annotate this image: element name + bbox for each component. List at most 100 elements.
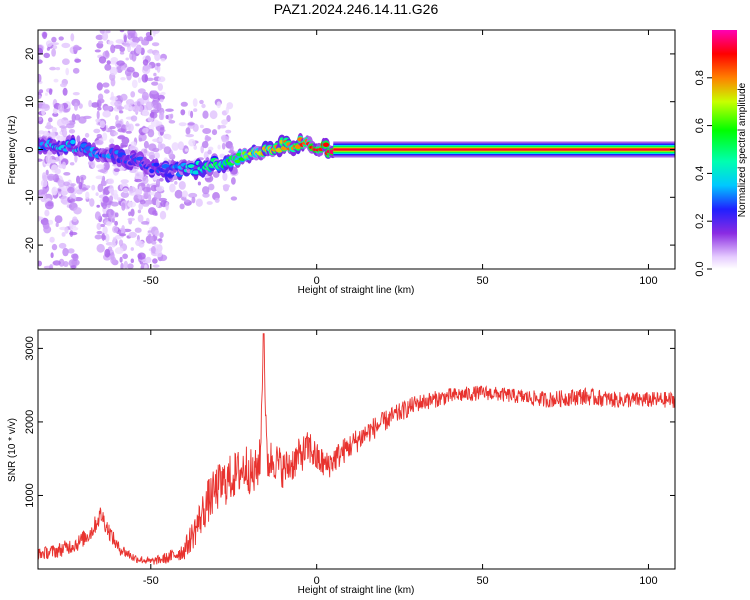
heatmap-speckle xyxy=(120,262,124,269)
heatmap-speckle xyxy=(125,57,129,61)
heatmap-speckle xyxy=(53,78,59,83)
heatmap-speckle xyxy=(125,130,132,134)
heatmap-speckle xyxy=(214,197,220,203)
heatmap-speckle xyxy=(149,191,156,196)
heatmap-speckle xyxy=(201,103,206,109)
heatmap-speckle xyxy=(126,66,135,73)
heatmap-speckle xyxy=(225,105,230,114)
heatmap-speckle xyxy=(192,98,198,107)
heatmap-speckle xyxy=(229,144,234,152)
heatmap-speckle xyxy=(152,258,158,264)
heatmap-speckle xyxy=(63,129,67,137)
heatmap-speckle xyxy=(62,87,68,96)
heatmap-speckle xyxy=(58,188,62,192)
heatmap-speckle xyxy=(137,252,146,260)
heatmap-speckle xyxy=(44,92,48,96)
heatmap-speckle xyxy=(142,127,149,133)
heatmap-speckle xyxy=(134,198,140,203)
heatmap-speckle xyxy=(221,142,226,150)
heatmap-speckle xyxy=(160,58,166,62)
heatmap-speckle xyxy=(129,42,139,46)
heatmap-speckle xyxy=(170,113,174,119)
heatmap-speckle xyxy=(76,189,83,195)
snr-xlabel: Height of straight line (km) xyxy=(298,585,415,596)
heatmap-speckle xyxy=(109,185,114,194)
heatmap-speckle xyxy=(148,207,157,215)
heatmap-speckle xyxy=(221,135,229,143)
heatmap-speckle xyxy=(137,195,142,200)
heatmap-speckle xyxy=(166,134,172,140)
heatmap-speckle xyxy=(94,234,103,240)
heatmap-speckle xyxy=(51,36,57,43)
heatmap-speckle xyxy=(72,92,80,96)
heatmap-speckle xyxy=(58,242,67,249)
heatmap-speckle xyxy=(96,204,100,208)
y-tick-label: 10 xyxy=(24,96,36,108)
heatmap-speckle xyxy=(211,129,218,136)
heatmap-stable-band xyxy=(333,148,675,151)
heatmap-speckle xyxy=(174,181,178,185)
heatmap-speckle xyxy=(159,210,167,220)
heatmap-speckle xyxy=(216,101,221,109)
heatmap-speckle xyxy=(84,132,90,138)
heatmap-speckle xyxy=(112,225,119,234)
colorbar: 0.0 0.2 0.4 0.6 0.8 Normalized spectral ampl… xyxy=(694,30,748,277)
heatmap-speckle xyxy=(221,119,228,125)
heatmap-speckle xyxy=(174,189,183,199)
heatmap-speckle xyxy=(209,110,218,120)
heatmap-speckle xyxy=(97,183,104,193)
heatmap-speckle xyxy=(103,105,113,111)
spectrogram-xlabel: Height of straight line (km) xyxy=(298,285,415,296)
heatmap-ridge-blob xyxy=(70,139,76,145)
heatmap-speckle xyxy=(202,186,210,195)
heatmap-speckle xyxy=(102,132,108,141)
heatmap-speckle xyxy=(152,138,161,143)
heatmap-speckle xyxy=(128,145,135,149)
heatmap-speckle xyxy=(204,134,210,143)
heatmap-speckle xyxy=(137,101,141,107)
heatmap-speckle xyxy=(142,203,150,207)
heatmap-speckle xyxy=(42,187,48,194)
colorbar-tick-label: 0.0 xyxy=(694,261,706,276)
heatmap-speckle xyxy=(208,183,215,191)
heatmap-speckle xyxy=(148,143,157,151)
heatmap-speckle xyxy=(128,186,136,193)
colorbar-tick-label: 0.6 xyxy=(694,118,706,133)
heatmap-speckle xyxy=(59,125,68,129)
heatmap-speckle xyxy=(115,123,122,128)
heatmap-speckle xyxy=(50,252,54,259)
heatmap-speckle xyxy=(38,59,43,64)
heatmap-speckle xyxy=(130,258,134,264)
heatmap-speckle xyxy=(217,124,221,130)
heatmap-speckle xyxy=(141,74,149,83)
heatmap-speckle xyxy=(193,108,198,112)
heatmap-speckle xyxy=(120,191,130,198)
heatmap-speckle xyxy=(130,50,136,55)
heatmap-speckle xyxy=(107,178,114,185)
heatmap-speckle xyxy=(222,172,228,182)
heatmap-speckle xyxy=(38,89,44,94)
x-tick-label: -50 xyxy=(143,275,159,287)
heatmap-speckle xyxy=(68,259,78,267)
heatmap-speckle xyxy=(100,223,105,228)
heatmap-speckle xyxy=(151,81,159,86)
heatmap-speckle xyxy=(180,101,188,107)
heatmap-speckle xyxy=(191,196,196,204)
heatmap-speckle xyxy=(151,246,156,254)
heatmap-speckle xyxy=(96,82,103,91)
heatmap-speckle xyxy=(219,153,225,159)
heatmap-speckle xyxy=(51,243,58,251)
heatmap-speckle xyxy=(89,198,95,207)
snr-ylabel: SNR (10 * v/v) xyxy=(7,418,18,482)
heatmap-speckle xyxy=(68,129,76,134)
heatmap-speckle xyxy=(107,40,114,45)
heatmap-speckle xyxy=(185,133,194,138)
heatmap-speckle xyxy=(104,248,111,258)
heatmap-speckle xyxy=(226,115,231,122)
heatmap-speckle xyxy=(38,47,43,56)
heatmap-speckle xyxy=(96,230,103,235)
heatmap-speckle xyxy=(120,229,125,238)
heatmap-speckle xyxy=(58,258,65,267)
heatmap-speckle xyxy=(97,106,102,111)
heatmap-speckle xyxy=(222,184,231,189)
